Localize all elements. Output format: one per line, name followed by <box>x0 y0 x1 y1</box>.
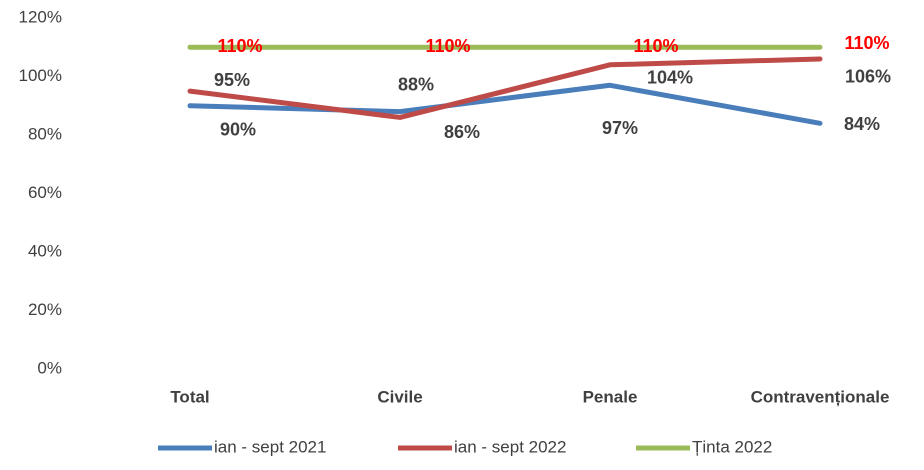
data-label: 110% <box>844 33 889 53</box>
data-label: 86% <box>444 122 480 142</box>
y-tick-label: 20% <box>28 300 62 319</box>
y-tick-label: 80% <box>28 124 62 143</box>
y-tick-label: 40% <box>28 241 62 260</box>
data-label: 97% <box>602 118 638 138</box>
data-label: 90% <box>220 120 256 140</box>
legend-label: ian - sept 2022 <box>454 437 566 456</box>
data-label: 88% <box>398 74 434 94</box>
data-label: 104% <box>647 68 693 88</box>
y-tick-label: 60% <box>28 183 62 202</box>
x-tick-label: Contravenționale <box>751 387 890 406</box>
data-label: 110% <box>633 36 678 56</box>
series-line <box>187 56 823 120</box>
y-tick-label: 100% <box>19 66 62 85</box>
data-label: 110% <box>425 36 470 56</box>
legend-label: Ținta 2022 <box>692 437 772 456</box>
legend-label: ian - sept 2021 <box>214 437 326 456</box>
x-tick-label: Civile <box>377 387 422 406</box>
data-label: 106% <box>845 67 891 87</box>
x-tick-label: Total <box>170 387 209 406</box>
y-tick-label: 0% <box>37 358 62 377</box>
data-label: 95% <box>214 70 250 90</box>
x-tick-label: Penale <box>583 387 638 406</box>
data-label: 84% <box>844 114 880 134</box>
series-line <box>187 82 823 126</box>
y-tick-label: 120% <box>19 7 62 26</box>
data-label: 110% <box>217 36 262 56</box>
